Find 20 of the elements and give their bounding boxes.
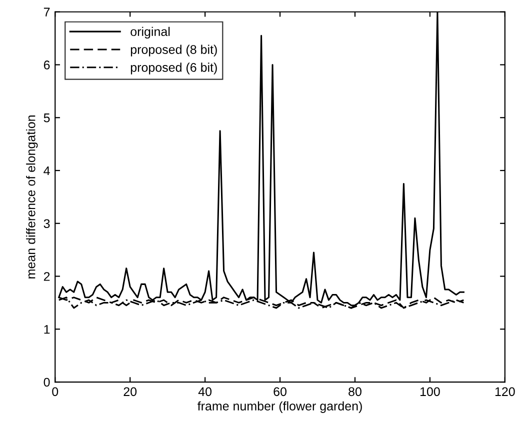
y-tick-label: 5 [44,114,50,122]
x-tick-label: 120 [495,387,515,396]
x-tick-label: 100 [420,387,440,396]
y-tick-label: 1 [44,325,50,334]
x-tick-label: 40 [198,387,212,396]
x-tick-label: 20 [124,387,137,396]
legend-label: proposed (6 bit) [130,62,217,74]
y-tick-label: 2 [44,272,50,281]
y-tick-label: 4 [44,166,50,176]
legend-label: proposed (8 bit) [130,44,217,56]
y-tick-label: 0 [44,378,50,387]
x-tick-label: 80 [348,387,362,396]
x-tick-label: 60 [274,387,286,396]
x-axis-title: frame number (flower garden) [198,401,362,413]
y-tick-label: 3 [44,219,50,228]
y-tick-label: 6 [44,60,50,70]
y-tick-label: 7 [44,8,50,16]
y-axis-title: mean difference of elongation [26,116,38,278]
legend-label: original [130,26,170,39]
x-tick-label: 0 [52,387,58,396]
